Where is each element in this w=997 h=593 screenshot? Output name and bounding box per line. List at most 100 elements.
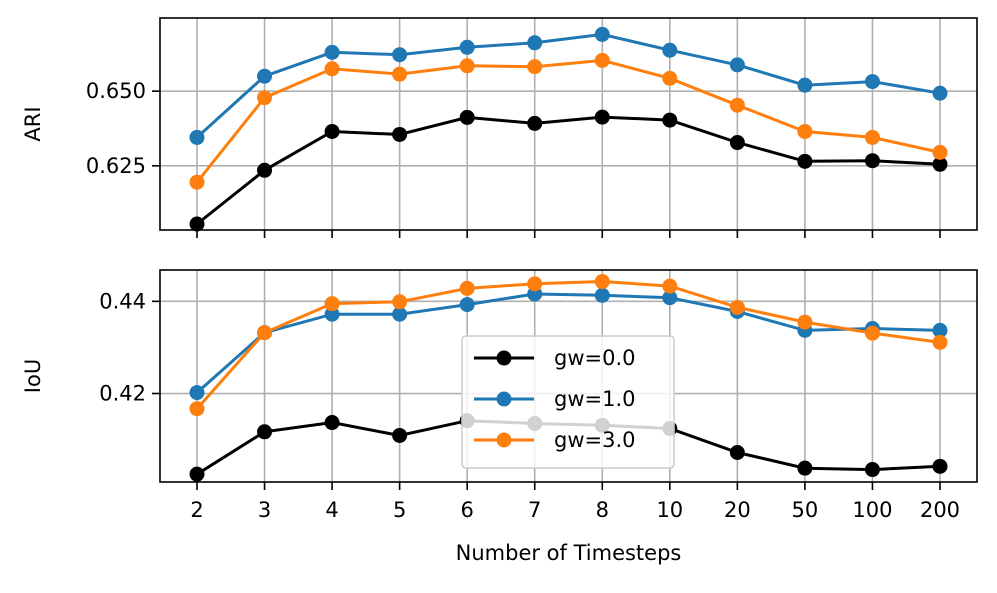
ari-point-gw=0.0-6 <box>459 109 475 125</box>
iou-point-gw=0.0-2 <box>189 466 205 482</box>
iou-xtick-label: 20 <box>724 498 751 522</box>
legend-marker-gw=1.0 <box>496 391 512 407</box>
ari-point-gw=3.0-6 <box>459 58 475 74</box>
iou-xtick-label: 8 <box>596 498 609 522</box>
iou-point-gw=3.0-5 <box>392 294 408 310</box>
iou-point-gw=3.0-10 <box>662 278 678 294</box>
iou-series-line-gw=1.0 <box>196 292 941 394</box>
ari-point-gw=1.0-4 <box>324 44 340 60</box>
ari-point-gw=0.0-4 <box>324 123 340 139</box>
ari-axes-frame <box>159 17 978 231</box>
ari-ylabel: ARI <box>21 106 45 141</box>
legend-label-gw=0.0: gw=0.0 <box>554 346 636 370</box>
ari-point-gw=0.0-10 <box>662 112 678 128</box>
iou-xtick-label: 200 <box>920 498 960 522</box>
ari-point-gw=3.0-7 <box>527 59 543 75</box>
iou-point-gw=0.0-3 <box>257 424 273 440</box>
iou-point-gw=1.0-8 <box>594 287 610 303</box>
ari-ytick-label: 0.650 <box>86 79 146 103</box>
ari-point-gw=1.0-20 <box>729 57 745 73</box>
iou-xtick-label: 10 <box>656 498 683 522</box>
iou-point-gw=3.0-3 <box>257 325 273 341</box>
ari-point-gw=0.0-8 <box>594 109 610 125</box>
iou-point-gw=0.0-5 <box>392 427 408 443</box>
iou-point-gw=1.0-5 <box>392 306 408 322</box>
iou-point-gw=3.0-50 <box>797 314 813 330</box>
iou-point-gw=3.0-20 <box>729 299 745 315</box>
iou-series-line-gw=3.0 <box>195 279 941 410</box>
ari-point-gw=3.0-200 <box>932 144 948 160</box>
iou-point-gw=0.0-20 <box>729 445 745 461</box>
iou-ylabel: IoU <box>21 359 45 393</box>
iou-point-gw=0.0-100 <box>864 462 880 478</box>
ari-point-gw=1.0-7 <box>527 35 543 51</box>
iou-point-gw=0.0-200 <box>932 458 948 474</box>
ari-point-gw=3.0-50 <box>797 123 813 139</box>
ari-point-gw=3.0-2 <box>189 174 205 190</box>
ari-point-gw=0.0-7 <box>527 115 543 131</box>
ari-point-gw=0.0-5 <box>392 126 408 142</box>
iou-xtick-label: 6 <box>460 498 473 522</box>
iou-point-gw=0.0-50 <box>797 460 813 476</box>
ari-point-gw=1.0-5 <box>392 47 408 63</box>
iou-point-gw=3.0-6 <box>459 280 475 296</box>
ari-point-gw=3.0-20 <box>729 97 745 113</box>
ari-point-gw=1.0-100 <box>864 74 880 90</box>
legend-label-gw=1.0: gw=1.0 <box>554 387 636 411</box>
ari-point-gw=1.0-50 <box>797 77 813 93</box>
ari-point-gw=1.0-10 <box>662 42 678 58</box>
ari-point-gw=0.0-2 <box>189 216 205 232</box>
iou-point-gw=1.0-2 <box>189 385 205 401</box>
iou-point-gw=1.0-6 <box>459 297 475 313</box>
ari-point-gw=1.0-3 <box>257 68 273 84</box>
legend-marker-gw=0.0 <box>496 350 512 366</box>
ari-point-gw=1.0-6 <box>459 39 475 55</box>
iou-point-gw=3.0-2 <box>189 401 205 417</box>
iou-ytick-label: 0.44 <box>99 289 146 313</box>
ari-point-gw=1.0-8 <box>594 26 610 42</box>
iou-point-gw=0.0-4 <box>324 415 340 431</box>
legend-box <box>461 335 675 469</box>
ari-point-gw=1.0-200 <box>932 85 948 101</box>
ari-series-line-gw=1.0 <box>195 32 941 139</box>
iou-xtick-label: 5 <box>393 498 406 522</box>
ari-series-line-gw=3.0 <box>195 58 941 184</box>
iou-point-gw=3.0-200 <box>932 334 948 350</box>
iou-point-gw=3.0-7 <box>527 276 543 292</box>
ari-point-gw=3.0-10 <box>662 70 678 86</box>
iou-point-gw=3.0-8 <box>594 274 610 290</box>
ari-point-gw=0.0-3 <box>257 162 273 178</box>
iou-xtick-label: 50 <box>792 498 819 522</box>
ari-point-gw=3.0-5 <box>392 66 408 82</box>
ari-ytick-label: 0.625 <box>86 154 146 178</box>
ari-series-line-gw=0.0 <box>196 115 941 226</box>
ari-point-gw=0.0-200 <box>932 156 948 172</box>
iou-point-gw=3.0-4 <box>324 296 340 312</box>
legend: gw=0.0 gw=1.0 gw=3.0 <box>461 335 675 469</box>
iou-point-gw=1.0-200 <box>932 322 948 338</box>
iou-xlabel: Number of Timesteps <box>456 541 682 565</box>
ari-point-gw=3.0-100 <box>864 129 880 145</box>
ari-point-gw=0.0-100 <box>864 153 880 169</box>
legend-marker-gw=3.0 <box>496 432 512 448</box>
iou-xtick-label: 3 <box>258 498 271 522</box>
iou-ytick-label: 0.42 <box>99 382 146 406</box>
iou-point-gw=1.0-4 <box>324 306 340 322</box>
iou-xtick-label: 2 <box>190 498 203 522</box>
legend-label-gw=3.0: gw=3.0 <box>554 428 636 452</box>
iou-xtick-label: 4 <box>325 498 338 522</box>
iou-point-gw=1.0-10 <box>662 290 678 306</box>
iou-axes-frame <box>159 269 978 483</box>
ari-point-gw=3.0-8 <box>594 52 610 68</box>
ari-point-gw=3.0-3 <box>257 90 273 106</box>
iou-point-gw=3.0-100 <box>864 325 880 341</box>
ari-point-gw=0.0-50 <box>797 153 813 169</box>
ari-point-gw=0.0-20 <box>729 135 745 151</box>
panel-ari: 0.625 0.650 ARI <box>21 17 978 238</box>
iou-xtick-label: 7 <box>528 498 541 522</box>
iou-xtick-label: 100 <box>852 498 892 522</box>
ari-point-gw=1.0-2 <box>189 129 205 145</box>
panel-iou: 2 3 4 5 6 7 8 10 20 50 100 200 0.42 0.44 IoU Number of … <box>21 269 978 565</box>
